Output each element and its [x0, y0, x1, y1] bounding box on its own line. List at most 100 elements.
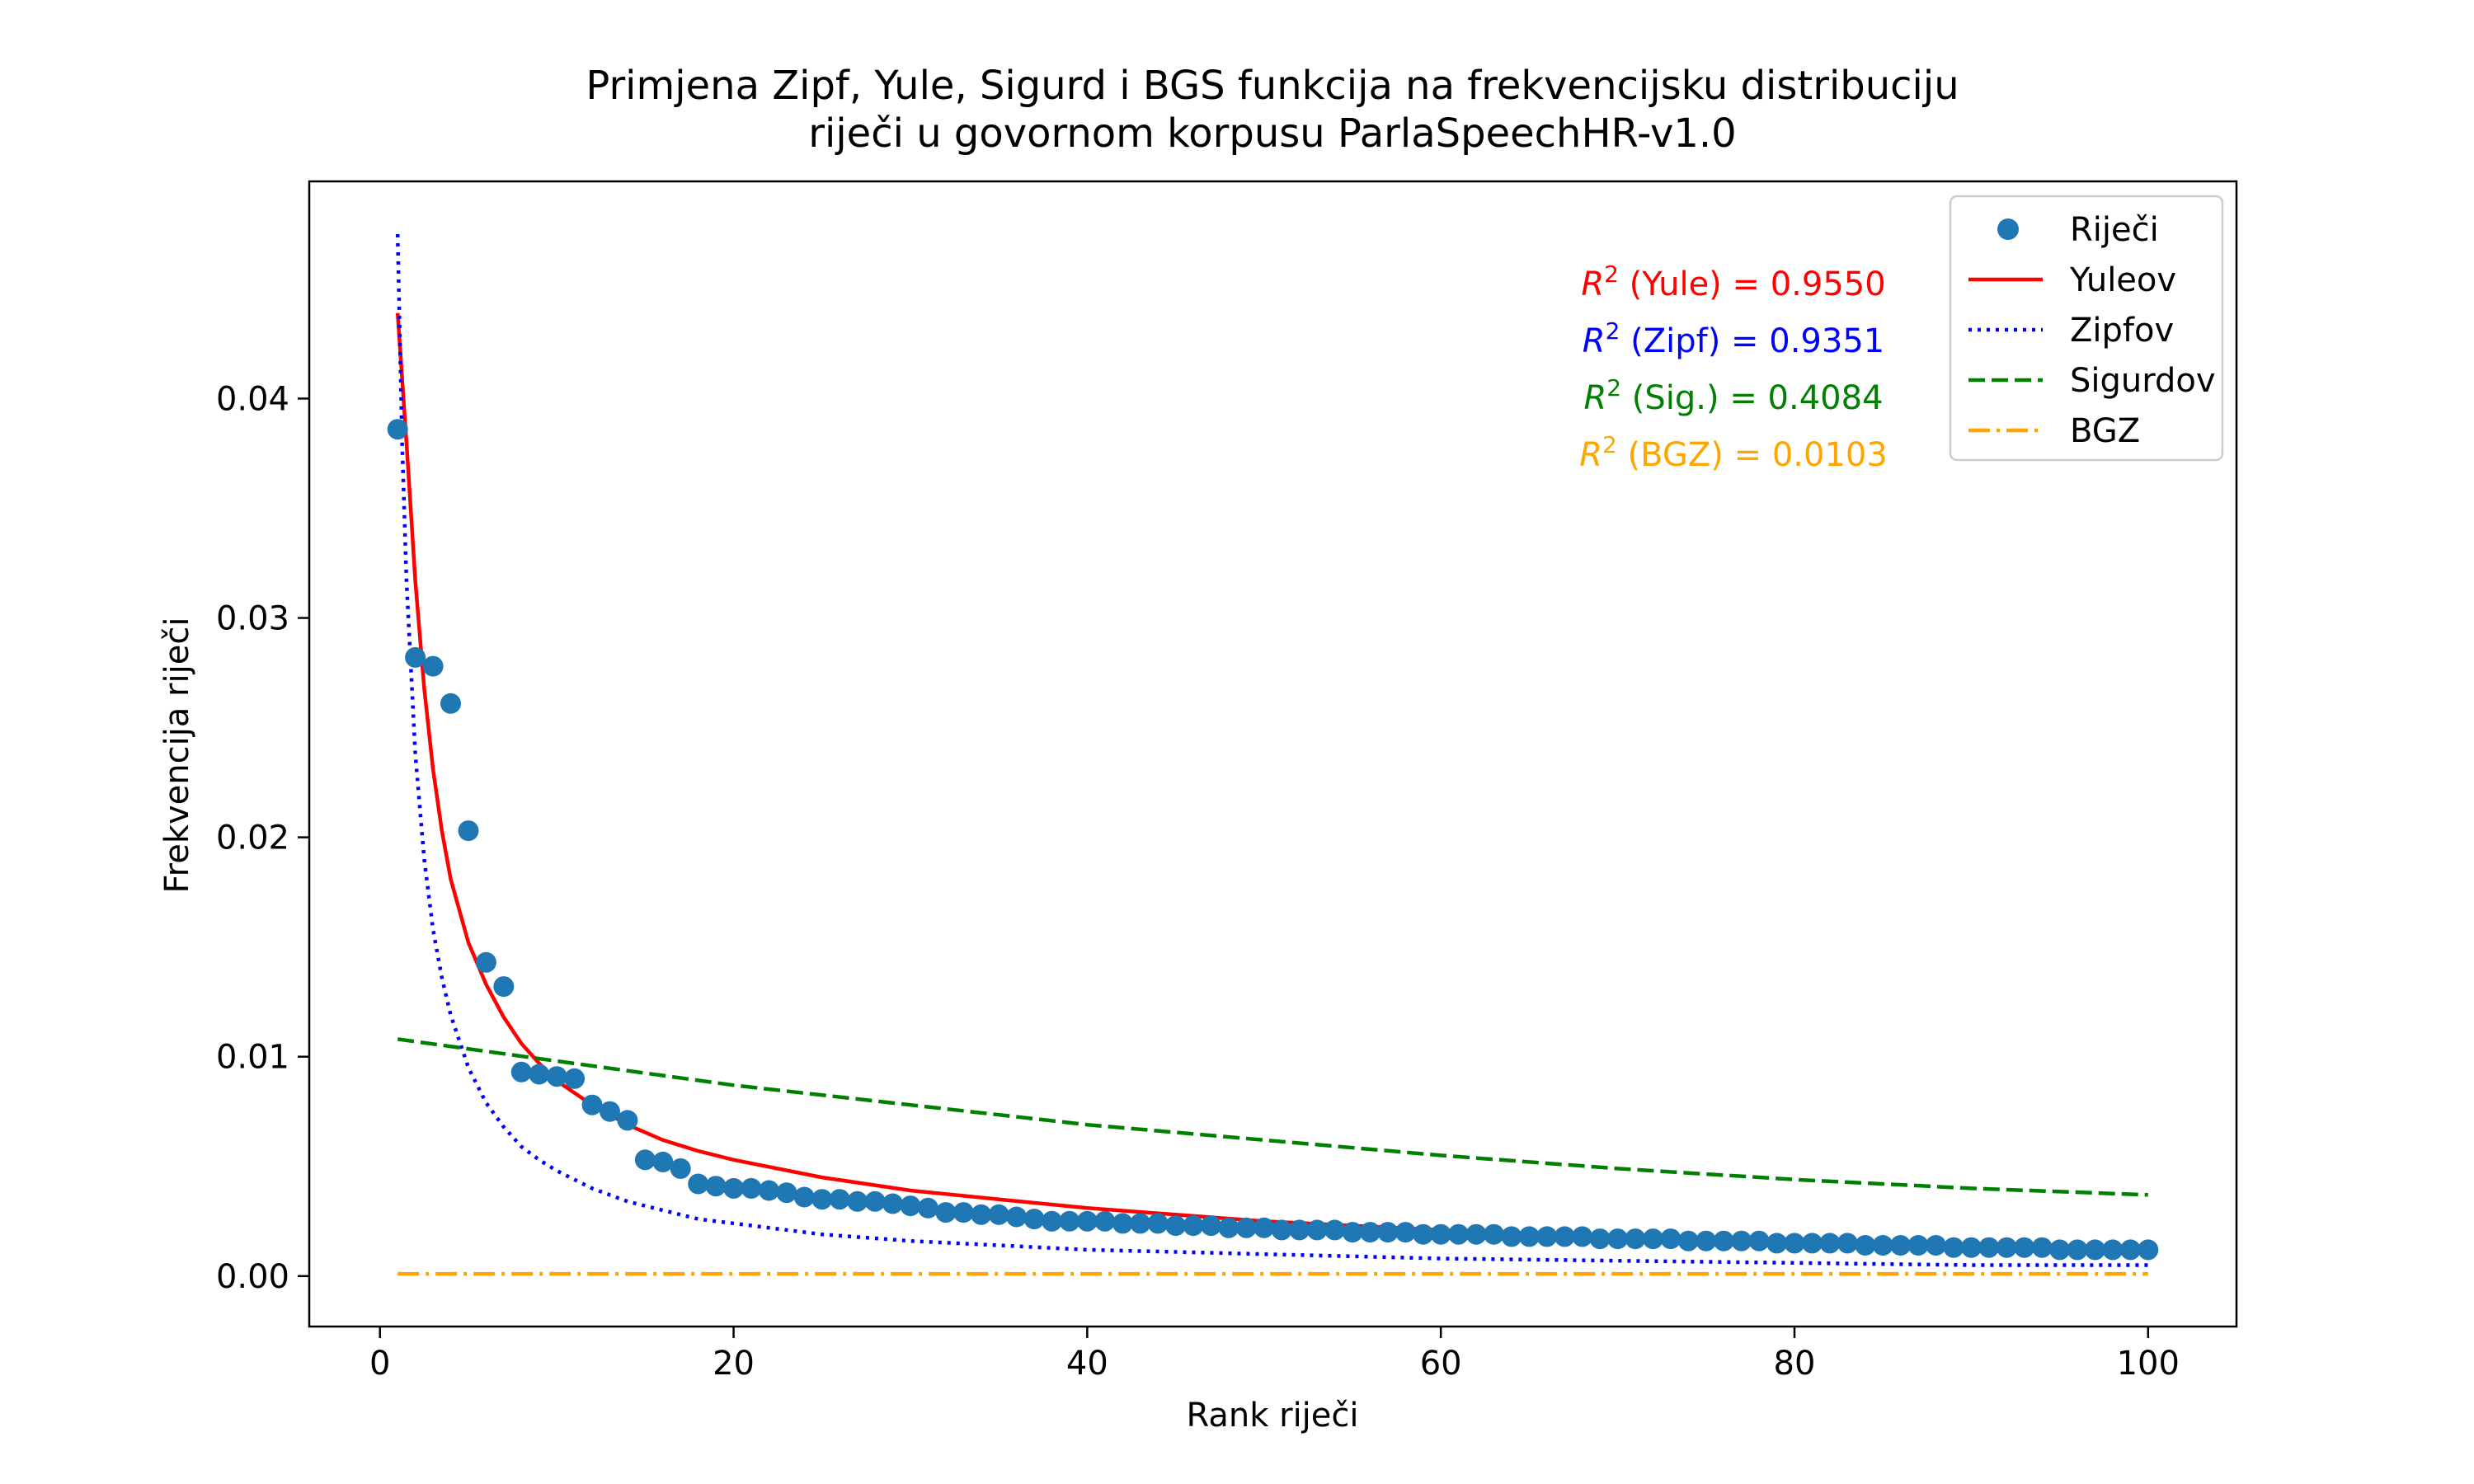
data-point: [1766, 1233, 1788, 1254]
data-point: [2014, 1237, 2035, 1258]
y-tick-label: 0.01: [216, 1039, 289, 1077]
data-point: [581, 1094, 603, 1115]
data-point: [475, 951, 496, 973]
data-point: [493, 976, 515, 998]
data-point: [1271, 1219, 1292, 1241]
data-point: [1395, 1222, 1416, 1243]
data-point: [458, 820, 479, 842]
data-point: [652, 1151, 674, 1172]
legend: Riječi Yuleov Zipfov Sigurdov BGZ: [1949, 195, 2224, 462]
data-point: [900, 1195, 921, 1217]
data-point: [935, 1202, 957, 1223]
data-point: [1890, 1235, 1912, 1256]
data-point: [1696, 1230, 1717, 1252]
data-point: [1554, 1226, 1575, 1247]
data-point: [600, 1101, 620, 1122]
data-point: [1042, 1210, 1062, 1232]
data-point: [529, 1064, 550, 1085]
data-point: [1625, 1228, 1646, 1250]
data-point: [405, 646, 426, 668]
r2-annotations: R2 (Yule) = 0.9550 R2 (Zipf) = 0.9351 R2 (…: [1579, 261, 1888, 474]
legend-label: Sigurdov: [2070, 362, 2216, 400]
data-point: [2138, 1239, 2159, 1261]
data-point: [1059, 1210, 1080, 1232]
y-tick-label: 0.00: [216, 1258, 289, 1296]
data-point: [741, 1177, 762, 1199]
data-point: [847, 1190, 868, 1212]
data-point: [1289, 1219, 1310, 1241]
data-point: [705, 1176, 727, 1197]
data-point: [510, 1061, 532, 1082]
data-point: [564, 1068, 586, 1089]
data-point: [2085, 1239, 2105, 1261]
data-point: [1306, 1219, 1328, 1241]
x-tick-label: 0: [369, 1345, 390, 1383]
x-axis-label: Rank riječi: [1186, 1397, 1358, 1435]
data-point: [1819, 1233, 1841, 1254]
scatter-layer: [387, 419, 2159, 1261]
y-tick-label: 0.02: [216, 819, 289, 857]
data-point: [1147, 1213, 1169, 1234]
data-point: [882, 1193, 903, 1214]
legend-label: Yuleov: [2069, 261, 2176, 299]
data-point: [634, 1149, 656, 1171]
r2-annotation: R2 (Yule) = 0.9550: [1581, 261, 1885, 303]
r2-annotation: R2 (Zipf) = 0.9351: [1583, 317, 1884, 360]
data-point: [1960, 1237, 1982, 1258]
data-point: [1660, 1228, 1681, 1250]
data-point: [1359, 1222, 1380, 1243]
y-axis-label: Frekvencija riječi: [158, 618, 196, 894]
r2-annotation: R2 (Sig.) = 0.4084: [1583, 374, 1883, 417]
y-tick-label: 0.03: [216, 600, 289, 638]
chart-title-line-2: riječi u govornom korpusu ParlaSpeechHR-…: [808, 110, 1736, 157]
data-point: [1094, 1210, 1116, 1232]
legend-label: Zipfov: [2070, 312, 2174, 350]
data-point: [2049, 1239, 2071, 1261]
data-point: [546, 1066, 567, 1087]
plot-frame: [308, 180, 2238, 1328]
data-point: [864, 1190, 886, 1212]
data-point: [422, 655, 444, 677]
legend-label: Riječi: [2070, 211, 2159, 249]
data-point: [988, 1204, 1009, 1225]
data-point: [1165, 1215, 1187, 1237]
x-tick-label: 60: [1420, 1345, 1462, 1383]
data-point: [1413, 1223, 1434, 1245]
data-point: [1978, 1237, 2000, 1258]
data-point: [952, 1202, 974, 1223]
data-point: [829, 1189, 850, 1210]
data-point: [1430, 1223, 1451, 1245]
data-point: [1572, 1226, 1593, 1247]
data-point: [1784, 1233, 1805, 1254]
x-axis: 0 20 40 60 80 100: [369, 1327, 2180, 1383]
data-point: [1130, 1213, 1151, 1234]
data-point: [758, 1180, 779, 1201]
data-point: [811, 1189, 833, 1210]
data-point: [2067, 1239, 2088, 1261]
data-point: [1607, 1228, 1629, 1250]
data-point: [1076, 1210, 1098, 1232]
legend-label: BGZ: [2070, 412, 2140, 450]
legend-marker: [1997, 218, 2019, 240]
x-tick-label: 100: [2117, 1345, 2180, 1383]
data-point: [1907, 1235, 1929, 1256]
r2-annotation: R2 (BGZ) = 0.0103: [1579, 431, 1888, 474]
data-point: [1996, 1237, 2017, 1258]
data-point: [2031, 1237, 2053, 1258]
data-point: [1448, 1223, 1470, 1245]
data-point: [387, 419, 408, 440]
data-point: [1518, 1226, 1540, 1247]
data-point: [1324, 1219, 1345, 1241]
legend-box: [1949, 195, 2224, 462]
data-point: [1643, 1228, 1663, 1250]
data-point: [1855, 1235, 1876, 1256]
data-point: [1926, 1235, 1946, 1256]
data-point: [1006, 1206, 1028, 1228]
series-line-sigurdov: [397, 1037, 2148, 1197]
data-point: [2102, 1239, 2124, 1261]
data-point: [1801, 1233, 1823, 1254]
data-point: [617, 1110, 638, 1131]
y-axis: 0.00 0.01 0.02 0.03 0.04: [216, 380, 309, 1296]
data-point: [1465, 1223, 1487, 1245]
